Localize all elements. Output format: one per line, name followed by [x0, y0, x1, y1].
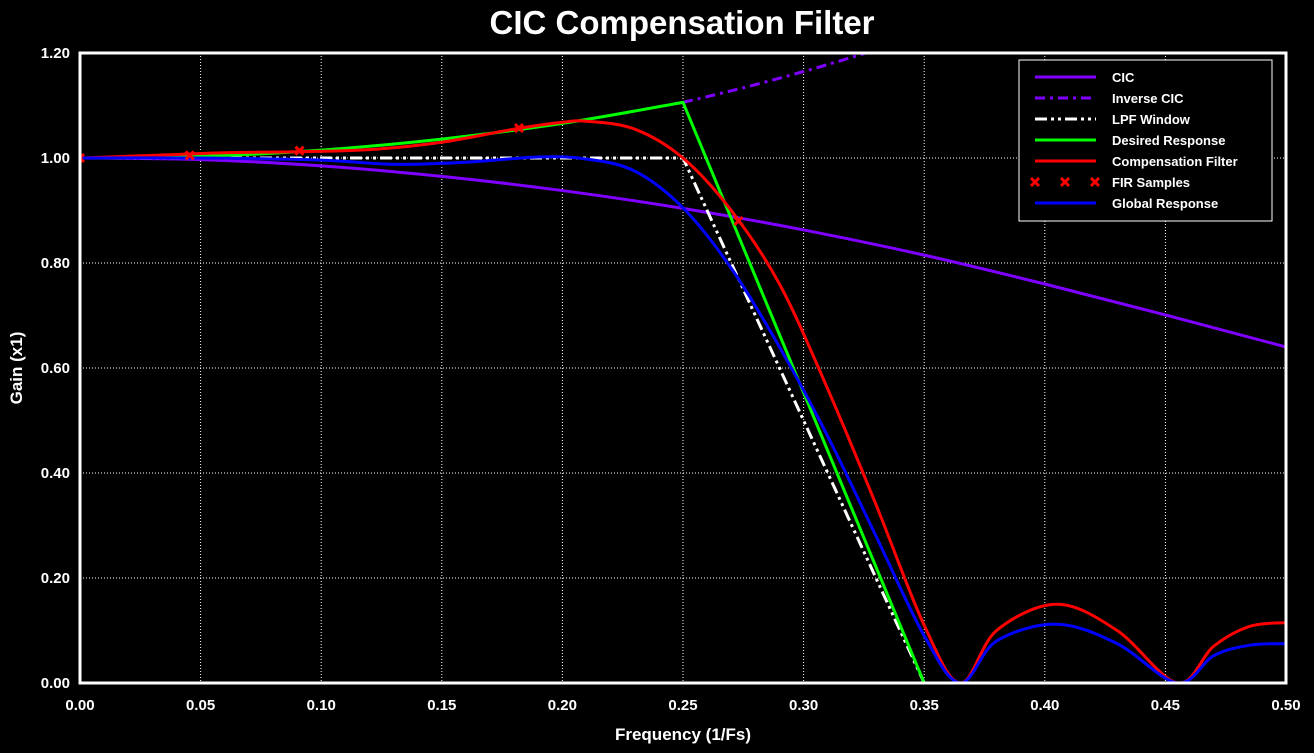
x-tick-label: 0.50 [1271, 697, 1300, 714]
x-tick-label: 0.05 [186, 697, 215, 714]
legend-label-cic: CIC [1112, 70, 1135, 85]
compensation-filter-series [80, 119, 1286, 683]
y-tick-labels: 0.00 0.20 0.40 0.60 0.80 1.00 1.20 [41, 45, 70, 692]
x-tick-label: 0.30 [789, 697, 818, 714]
inverse-cic-series [682, 53, 871, 104]
x-tick-label: 0.45 [1151, 697, 1180, 714]
x-tick-label: 0.10 [307, 697, 336, 714]
x-tick-label: 0.20 [548, 697, 577, 714]
fir-sample-marker [184, 150, 195, 161]
series-group [80, 53, 1286, 683]
fir-sample-marker [733, 215, 744, 227]
legend-label-global-response: Global Response [1112, 196, 1218, 211]
plot-frame [78, 51, 1288, 685]
legend-marker-fir-samples [1089, 176, 1101, 188]
legend-label-desired-response: Desired Response [1112, 133, 1225, 148]
x-tick-labels: 0.00 0.05 0.10 0.15 0.20 0.25 0.30 0.35 0.40 0.45… [65, 697, 1300, 714]
y-tick-label: 0.00 [41, 675, 70, 692]
chart-title: CIC Compensation Filter [489, 4, 874, 41]
x-tick-label: 0.15 [427, 697, 456, 714]
legend-marker-fir-samples [1059, 176, 1071, 188]
y-tick-label: 0.80 [41, 255, 70, 272]
y-tick-label: 0.20 [41, 570, 70, 587]
x-tick-label: 0.00 [65, 697, 94, 714]
x-axis-label: Frequency (1/Fs) [615, 725, 751, 744]
global-response-series [80, 155, 1286, 683]
fir-sample-marker [80, 152, 86, 164]
y-tick-label: 0.40 [41, 465, 70, 482]
x-tick-label: 0.35 [910, 697, 939, 714]
legend-label-inverse-cic: Inverse CIC [1112, 91, 1184, 106]
fir-sample-marker [513, 123, 525, 134]
legend-label-fir-samples: FIR Samples [1112, 175, 1190, 190]
y-axis-label: Gain (x1) [7, 332, 26, 405]
legend-marker-fir-samples [1029, 176, 1041, 188]
y-tick-label: 1.20 [41, 45, 70, 62]
x-tick-label: 0.40 [1030, 697, 1059, 714]
fir-sample-marker [294, 145, 305, 156]
legend-label-compensation-filter: Compensation Filter [1112, 154, 1238, 169]
y-tick-label: 1.00 [41, 150, 70, 167]
plot-area [80, 53, 1286, 683]
legend-label-lpf-window: LPF Window [1112, 112, 1191, 127]
legend: CIC Inverse CIC LPF Window Desired Response… [1018, 59, 1273, 222]
y-tick-label: 0.60 [41, 360, 70, 377]
x-tick-label: 0.25 [668, 697, 697, 714]
